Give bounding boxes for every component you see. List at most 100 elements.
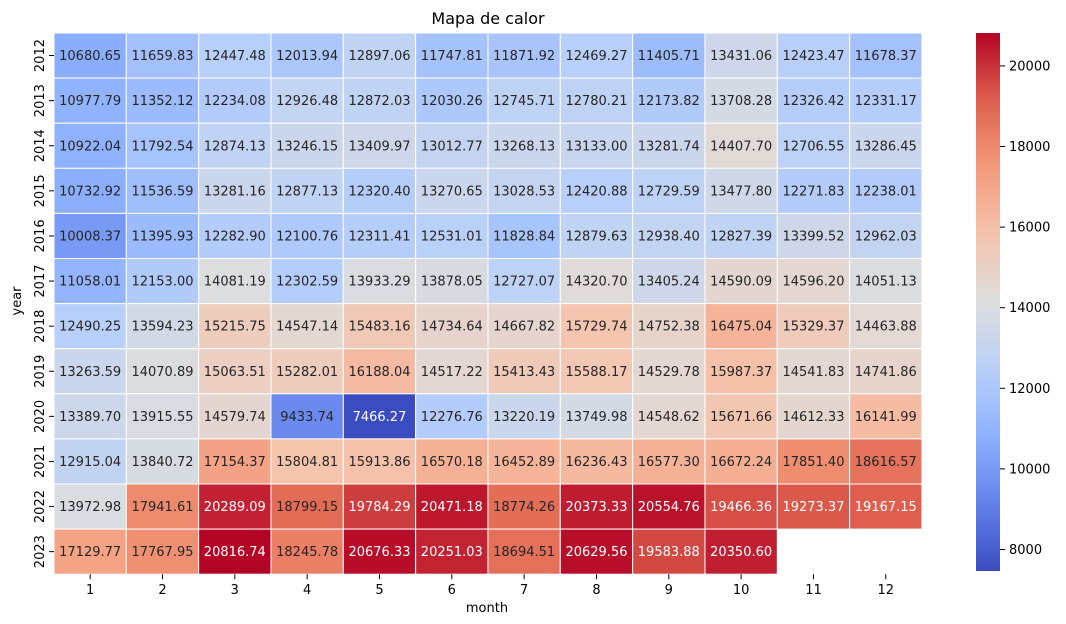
heatmap-cell <box>776 303 851 350</box>
cell-value-label: 13246.15 <box>276 139 338 154</box>
cell-value-label: 18616.57 <box>855 455 917 470</box>
cell-value-label: 13281.74 <box>638 139 700 154</box>
cell-value-label: 12729.59 <box>638 184 700 199</box>
cell-value-label: 16236.43 <box>565 455 627 470</box>
colorbar-tick-label: 18000 <box>1009 140 1050 155</box>
cell-value-label: 15671.66 <box>710 410 772 425</box>
heatmap-cell <box>415 483 489 530</box>
heatmap-cell <box>704 167 778 214</box>
heatmap-cell <box>125 438 200 485</box>
cell-value-label: 20629.56 <box>565 545 627 560</box>
heatmap-cell <box>704 303 778 350</box>
heatmap-cell <box>487 258 561 305</box>
cell-value-label: 12706.55 <box>782 139 844 154</box>
cell-value-label: 13399.52 <box>782 229 844 244</box>
cell-value-label: 12827.39 <box>710 229 772 244</box>
colorbar-gradient <box>976 33 1000 571</box>
heatmap-cell <box>415 528 489 575</box>
cell-value-label: 15282.01 <box>276 365 338 380</box>
heatmap-cell <box>849 483 923 530</box>
heatmap-cell <box>632 303 706 350</box>
cell-value-label: 13268.13 <box>493 139 555 154</box>
cell-value-label: 14548.62 <box>638 410 700 425</box>
y-tick-label: 2020 <box>33 400 48 433</box>
heatmap-cell <box>487 303 561 350</box>
cell-value-label: 20251.03 <box>421 545 483 560</box>
cell-value-label: 12013.94 <box>276 49 338 64</box>
cell-value-label: 13840.72 <box>131 455 193 470</box>
heatmap-cell <box>704 77 778 124</box>
cell-value-label: 16570.18 <box>421 455 483 470</box>
heatmap-cell <box>632 483 706 530</box>
heatmap-cell <box>198 393 272 440</box>
cell-value-label: 11659.83 <box>131 49 193 64</box>
cell-value-label: 12276.76 <box>421 410 483 425</box>
cell-value-label: 13281.16 <box>204 184 266 199</box>
cell-value-label: 11395.93 <box>131 229 193 244</box>
heatmap-cell <box>270 167 344 214</box>
y-axis-title: year <box>10 286 25 316</box>
heatmap-cell <box>415 303 489 350</box>
heatmap-cell <box>704 528 778 575</box>
cell-value-label: 13477.80 <box>710 184 772 199</box>
heatmap-cell <box>415 393 489 440</box>
heatmap-cell <box>704 258 778 305</box>
cell-value-label: 20816.74 <box>204 545 266 560</box>
heatmap-cell <box>342 212 417 259</box>
heatmap-cell <box>559 483 634 530</box>
heatmap-cell <box>487 122 561 169</box>
y-tick-label: 2012 <box>33 39 48 72</box>
cell-value-label: 16475.04 <box>710 320 772 335</box>
cell-value-label: 12282.90 <box>204 229 266 244</box>
cell-value-label: 12926.48 <box>276 94 338 109</box>
cell-value-label: 14596.20 <box>782 275 844 290</box>
heatmap-cell <box>53 348 127 395</box>
heatmap-cell <box>53 212 127 259</box>
heatmap-cell <box>342 77 417 124</box>
x-tick-label: 7 <box>520 583 528 598</box>
heatmap-cell <box>342 303 417 350</box>
heatmap-cell <box>559 212 634 259</box>
heatmap-cell <box>776 438 851 485</box>
cell-value-label: 20373.33 <box>565 500 627 515</box>
cell-value-label: 18774.26 <box>493 500 555 515</box>
colorbar-tick-label: 8000 <box>1009 543 1042 558</box>
cell-value-label: 19167.15 <box>855 500 917 515</box>
chart-title: Mapa de calor <box>431 9 545 28</box>
heatmap-cell <box>776 393 851 440</box>
heatmap-cell <box>198 348 272 395</box>
heatmap-cell <box>198 122 272 169</box>
y-tick-label: 2016 <box>33 219 48 252</box>
cell-value-label: 15063.51 <box>204 365 266 380</box>
cell-value-label: 12238.01 <box>855 184 917 199</box>
cell-value-label: 10732.92 <box>59 184 121 199</box>
cell-value-label: 15804.81 <box>276 455 338 470</box>
heatmap-cell <box>198 32 272 79</box>
heatmap-cell <box>125 303 200 350</box>
cell-value-label: 13749.98 <box>565 410 627 425</box>
heatmap-cell <box>53 393 127 440</box>
heatmap-cells: 10680.65 11659.83 12447.48 12013.94 12897.06… <box>53 32 923 575</box>
cell-value-label: 19583.88 <box>638 545 700 560</box>
cell-value-label: 12531.01 <box>421 229 483 244</box>
cell-value-label: 11058.01 <box>59 275 121 290</box>
y-tick-label: 2015 <box>33 174 48 207</box>
cell-value-label: 11792.54 <box>131 139 193 154</box>
colorbar-tick-label: 16000 <box>1009 221 1050 236</box>
heatmap-cell <box>849 77 923 124</box>
heatmap-cell <box>53 32 127 79</box>
x-tick-label: 10 <box>733 583 750 598</box>
x-axis-title: month <box>466 601 508 616</box>
colorbar-tick-label: 14000 <box>1009 301 1050 316</box>
cell-value-label: 14051.13 <box>855 275 917 290</box>
cell-value-label: 14407.70 <box>710 139 772 154</box>
y-tick-label: 2013 <box>33 84 48 117</box>
heatmap-cell <box>704 32 778 79</box>
heatmap-cell <box>342 438 417 485</box>
cell-value-label: 14547.14 <box>276 320 338 335</box>
x-tick-label: 9 <box>665 583 673 598</box>
y-axis-ticks: 2012 2013 2014 2015 2016 2017 2018 2019 2020 2021… <box>33 39 54 568</box>
cell-value-label: 12962.03 <box>855 229 917 244</box>
cell-value-label: 11871.92 <box>493 49 555 64</box>
